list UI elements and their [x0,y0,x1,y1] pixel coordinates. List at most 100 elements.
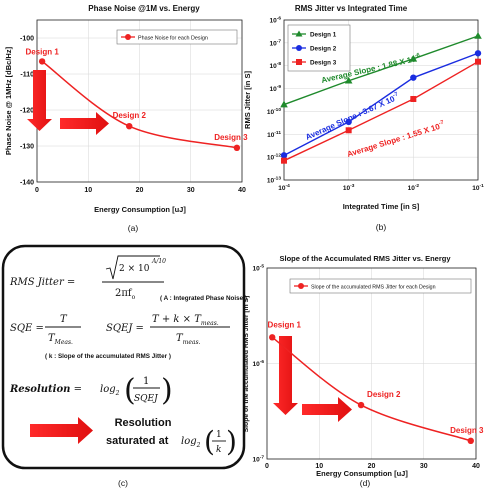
chart-b-point-3 [281,157,287,164]
resolution-lhs-text: Resolution [9,384,70,395]
chart-b-xtick-label: 10-4 [278,183,290,192]
chart-d-xtick-label: 30 [420,463,428,470]
chart-b-legend-marker-3 [296,59,302,65]
chart-a-ticks: 0 10 20 30 40 -100 -110 -120 -130 -140 [20,36,246,195]
chart-a-xtick-label: 10 [84,187,92,194]
chart-a-ytick-label: -100 [20,36,34,43]
resolution-lhs: Resolution = [9,384,82,395]
chart-b-point-1 [474,31,482,39]
panel-c-label: (c) [118,478,128,488]
chart-b-point-1 [409,54,418,62]
resolution-frac-num: 1 [143,376,149,387]
chart-b-ytick-label: 10-6 [270,16,282,25]
chart-b-ytick-label: 10-13 [267,176,281,185]
chart-b-point-3 [410,95,417,102]
rms-denominator: 2πfo [115,288,136,301]
chart-a-legend-box [116,29,238,45]
resolution-log-text: log [100,384,116,395]
sqej-note: ( k : Slope of the accumulated RMS Jitte… [45,353,171,360]
chart-a-point-label: Design 1 [25,47,59,56]
chart-a-legend-label: Phase Noise for each Design [138,36,208,42]
chart-b-legend-marker-2 [296,45,302,51]
rms-den-text: 2πf [115,288,133,299]
chart-a-legend-marker [125,34,131,40]
chart-b-xtick-label: 10-2 [408,183,420,192]
chart-d-legend-label: Slope of the accumulated RMS Jitter for … [311,285,436,291]
chart-b-ytick-label: 10-12 [267,153,281,162]
chart-a-xtick-label: 0 [35,187,39,194]
sqej-eq-sign: = [132,323,144,334]
sqej-den: Tmeas. [176,333,201,346]
chart-b-xtick-label: 10-1 [472,183,484,192]
sqej-num-sub: meas. [201,320,219,327]
chart-b-series-line-1 [283,35,479,106]
chart-b-point-2 [345,118,352,126]
chart-b-legend-label-1: Design 1 [310,32,337,39]
chart-b-annotation-3-text: Average Slope : 1.55 X 10 [346,122,442,159]
chart-b-ylabel: RMS Jitter [in S] [243,71,252,129]
sqe-equation: SQE = T TMeas. [10,314,81,346]
chart-a-ytick-label: -140 [20,180,34,187]
resolution-left-paren: ( [124,373,136,408]
saturated-left-paren: ( [204,425,215,458]
chart-d-xlabel: Energy Consumption [uJ] [316,469,408,478]
chart-a-xlabel: Energy Consumption [uJ] [94,205,186,214]
chart-a-xtick-label: 30 [187,187,195,194]
chart-d-xtick-label: 20 [368,463,376,470]
chart-b-point-2 [280,152,288,159]
chart-d-grid [266,267,477,460]
chart-b-xtick-label: 10-3 [343,183,355,192]
chart-a-arrows [27,70,109,135]
chart-b-xlabel: Integrated Time [in S] [343,202,420,211]
chart-b-series-line-3 [283,61,479,162]
rms-num-exp: A/10 [151,258,166,265]
chart-b-frame [283,19,479,181]
sqe-eq-sign: = [32,323,44,334]
chart-d-ytick-label: 10-6 [253,359,265,368]
resolution-equation: Resolution = log2 ( 1 SQEJ ) [9,373,173,408]
chart-b-annotation-3-exp: -7 [438,120,444,127]
chart-d-xtick-label: 40 [472,463,480,470]
sqej-den-sub: meas. [183,339,201,346]
rms-jitter-equation: RMS Jitter = 2 × 10 A/10 2πfo ( A : Inte… [9,255,247,302]
chart-d-point-label: Design 1 [268,320,302,329]
chart-b-series [280,31,482,164]
saturated-frac-den: k [216,445,221,455]
panel-d-label: (d) [360,478,371,488]
panel-b: RMS Jitter vs Integrated Time 10-4 10-3 10… [243,4,484,232]
chart-a-right-arrow [60,112,109,135]
chart-b-legend: Design 1 Design 2 Design 3 [287,24,351,72]
chart-d-point-label: Design 2 [367,390,401,399]
rms-jitter-lhs: RMS Jitter = [9,277,75,288]
chart-b-legend-label-2: Design 2 [310,46,337,53]
rms-den-sub: o [132,294,136,301]
chart-b-legend-marker-1 [295,30,303,37]
chart-d-frame [266,267,477,460]
equation-box [1,244,246,470]
chart-d-ticks: 0 10 20 30 40 10-5 10-6 10-7 [253,264,480,471]
chart-d-title: Slope of the Accumulated RMS Jitter vs. … [279,254,451,263]
chart-b-point-2 [474,50,482,57]
chart-b-annotation-3: Average Slope : 1.55 X 10-7 [346,120,446,159]
chart-d-down-arrow [273,336,298,415]
panel-a-label: (a) [128,223,139,233]
chart-d-xtick-label: 10 [315,463,323,470]
chart-d-arrows [273,336,352,422]
chart-a-series: Design 1 Design 2 Design 3 [25,47,248,151]
chart-a-ytick-label: -130 [20,144,34,151]
sqej-equation: SQEJ = T + k × Tmeas. Tmeas. ( k : Slope… [45,314,230,360]
sqe-den-sub: Meas. [54,339,73,346]
resolution-right-paren: ) [161,373,173,408]
sqe-num: T [60,314,68,325]
chart-b-title: RMS Jitter vs Integrated Time [295,4,408,13]
sqej-num: T + k × Tmeas. [152,314,219,327]
chart-a-title: Phase Noise @1M vs. Energy [88,4,200,13]
saturation-note: Resolution saturated at log2 ( 1 k ) [30,417,237,458]
chart-d-point [467,437,474,445]
resolution-eq-sign: = [70,384,82,395]
chart-a-ytick-label: -120 [20,108,34,115]
chart-b-point-1 [280,100,288,108]
chart-b-ytick-label: 10-9 [270,84,282,93]
saturated-right-paren: ) [226,425,237,458]
